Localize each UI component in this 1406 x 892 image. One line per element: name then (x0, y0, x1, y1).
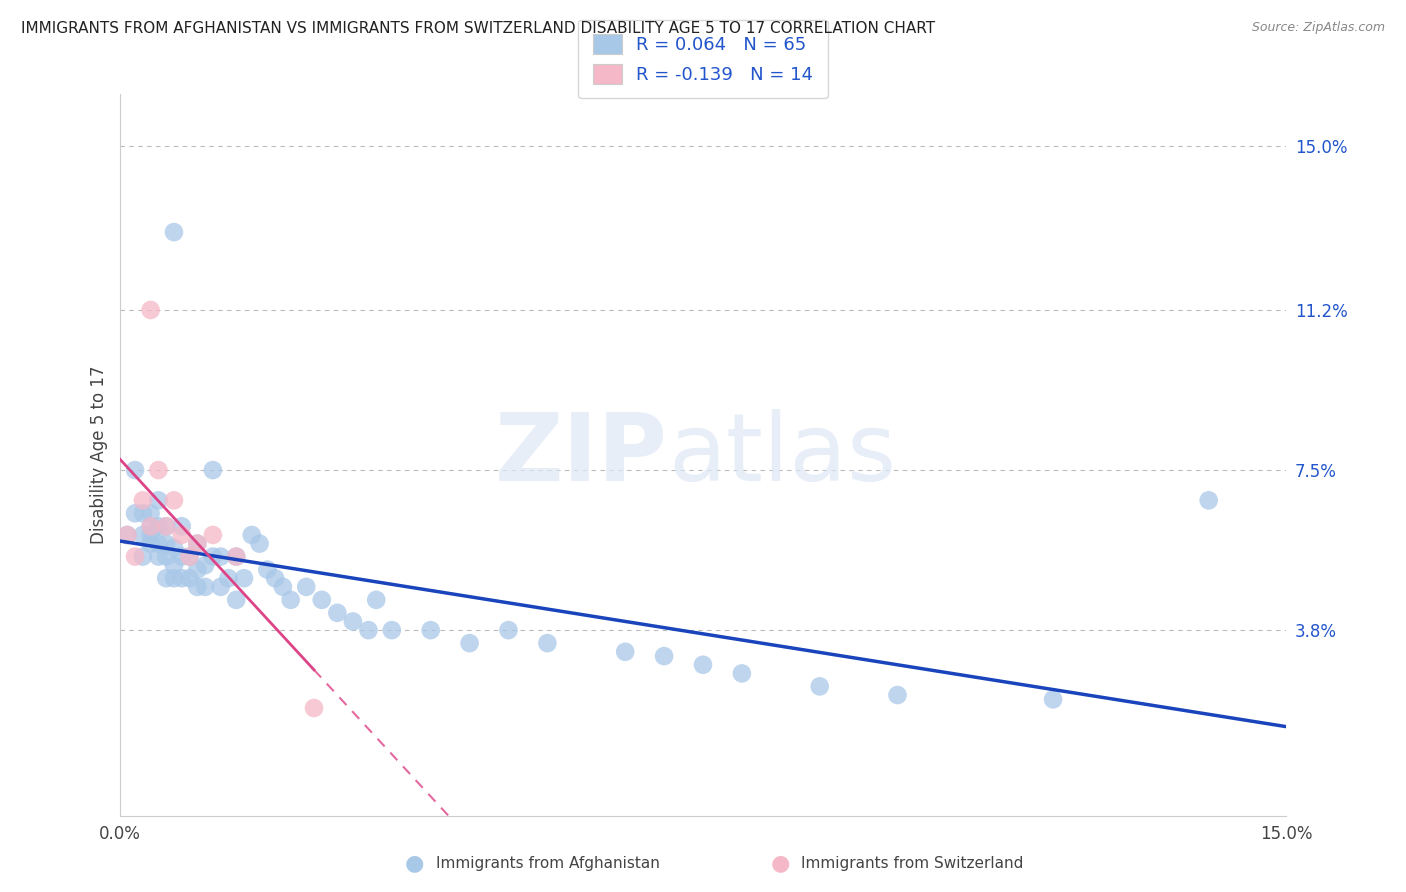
Point (614, 645, 637, 659)
Point (179, 549, 201, 564)
Point (139, 303, 162, 318)
Point (280, 592, 302, 607)
Point (194, 558, 217, 573)
Point (326, 606, 349, 620)
Point (163, 558, 186, 573)
Point (139, 536, 162, 550)
Point (295, 580, 318, 594)
Point (179, 549, 201, 564)
Point (155, 536, 177, 550)
Point (132, 549, 155, 564)
Point (170, 549, 193, 564)
Point (155, 519, 177, 533)
Text: IMMIGRANTS FROM AFGHANISTAN VS IMMIGRANTS FROM SWITZERLAND DISABILITY AGE 5 TO 1: IMMIGRANTS FROM AFGHANISTAN VS IMMIGRANT… (21, 21, 935, 36)
Text: Immigrants from Switzerland: Immigrants from Switzerland (801, 856, 1024, 871)
Point (209, 580, 232, 594)
Point (249, 536, 271, 550)
Point (139, 528, 162, 542)
Text: ZIP: ZIP (495, 409, 668, 501)
Point (194, 580, 217, 594)
Point (163, 225, 186, 239)
Text: ●: ● (770, 854, 790, 873)
Point (163, 571, 186, 585)
Text: atlas: atlas (668, 409, 896, 501)
Point (302, 701, 325, 715)
Point (201, 528, 224, 542)
Point (536, 636, 558, 650)
Point (139, 519, 162, 533)
Point (201, 463, 224, 477)
Point (357, 623, 380, 637)
Point (163, 541, 186, 555)
Point (186, 536, 208, 550)
Point (186, 580, 208, 594)
Point (148, 519, 170, 533)
Point (117, 528, 139, 542)
Point (170, 528, 193, 542)
Point (217, 571, 239, 585)
Point (117, 528, 139, 542)
Point (419, 623, 441, 637)
Point (886, 688, 908, 702)
Text: Immigrants from Afghanistan: Immigrants from Afghanistan (436, 856, 659, 871)
Point (170, 519, 193, 533)
Text: ●: ● (405, 854, 425, 873)
Point (148, 536, 170, 550)
Point (458, 636, 481, 650)
Point (225, 549, 247, 564)
Point (132, 506, 155, 520)
Point (148, 493, 170, 508)
Point (186, 536, 208, 550)
Point (170, 571, 193, 585)
Point (1042, 692, 1064, 706)
Point (148, 463, 170, 477)
Point (155, 549, 177, 564)
Point (179, 571, 201, 585)
Point (225, 592, 247, 607)
Point (311, 592, 333, 607)
Point (148, 549, 170, 564)
Point (1198, 493, 1220, 508)
Point (652, 649, 675, 664)
Point (124, 463, 146, 477)
Point (342, 615, 364, 629)
Point (186, 563, 208, 577)
Point (155, 571, 177, 585)
Point (124, 506, 146, 520)
Y-axis label: Disability Age 5 to 17: Disability Age 5 to 17 (90, 366, 108, 544)
Point (209, 549, 232, 564)
Point (139, 519, 162, 533)
Point (132, 493, 155, 508)
Point (692, 657, 714, 672)
Point (256, 563, 278, 577)
Point (498, 623, 520, 637)
Legend: R = 0.064   N = 65, R = -0.139   N = 14: R = 0.064 N = 65, R = -0.139 N = 14 (578, 20, 828, 98)
Point (155, 519, 177, 533)
Point (366, 592, 388, 607)
Point (271, 580, 294, 594)
Point (201, 549, 224, 564)
Point (163, 493, 186, 508)
Point (240, 528, 263, 542)
Point (808, 679, 831, 693)
Point (132, 528, 155, 542)
Point (124, 549, 146, 564)
Point (264, 571, 287, 585)
Point (225, 549, 247, 564)
Point (381, 623, 404, 637)
Point (731, 666, 754, 681)
Point (233, 571, 256, 585)
Point (139, 506, 162, 520)
Text: Source: ZipAtlas.com: Source: ZipAtlas.com (1251, 21, 1385, 34)
